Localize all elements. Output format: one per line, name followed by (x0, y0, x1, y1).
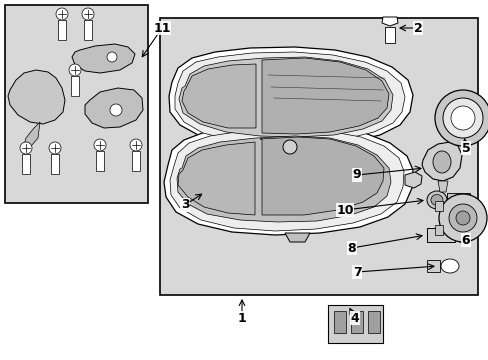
Circle shape (130, 139, 142, 151)
Circle shape (82, 8, 94, 20)
Polygon shape (179, 57, 392, 137)
Ellipse shape (453, 228, 471, 243)
Text: 3: 3 (181, 198, 189, 211)
Polygon shape (434, 225, 442, 235)
Text: 4: 4 (350, 311, 359, 324)
Circle shape (49, 142, 61, 154)
Polygon shape (446, 193, 469, 207)
Polygon shape (8, 70, 65, 124)
Circle shape (448, 204, 476, 232)
Circle shape (434, 90, 488, 146)
Polygon shape (327, 305, 382, 343)
Polygon shape (96, 151, 104, 171)
Circle shape (107, 52, 117, 62)
Polygon shape (178, 142, 254, 215)
Polygon shape (84, 20, 92, 40)
Circle shape (69, 64, 81, 76)
Polygon shape (182, 64, 256, 128)
Ellipse shape (426, 191, 446, 209)
Circle shape (438, 194, 486, 242)
Text: 6: 6 (461, 234, 469, 247)
Polygon shape (170, 129, 403, 231)
Polygon shape (24, 122, 40, 148)
Bar (160, 18, 477, 295)
Bar (333, 311, 346, 333)
Polygon shape (58, 20, 66, 40)
Ellipse shape (432, 151, 450, 173)
Circle shape (442, 98, 482, 138)
Polygon shape (51, 154, 59, 174)
Text: 9: 9 (352, 168, 361, 181)
Polygon shape (262, 58, 388, 134)
Bar (5, 5, 148, 203)
Polygon shape (71, 76, 79, 96)
Circle shape (455, 211, 469, 225)
Bar (367, 311, 379, 333)
Circle shape (110, 104, 122, 116)
Polygon shape (404, 172, 421, 188)
Polygon shape (169, 47, 412, 146)
Circle shape (450, 106, 474, 130)
Polygon shape (85, 88, 142, 128)
Polygon shape (381, 17, 397, 26)
Polygon shape (426, 260, 439, 272)
Polygon shape (285, 233, 309, 242)
Polygon shape (72, 44, 135, 73)
Polygon shape (434, 201, 442, 211)
Circle shape (20, 142, 32, 154)
Text: 7: 7 (352, 266, 361, 279)
Polygon shape (260, 137, 383, 215)
Polygon shape (22, 154, 30, 174)
Polygon shape (175, 52, 404, 143)
Polygon shape (132, 151, 140, 171)
Polygon shape (437, 181, 447, 192)
Polygon shape (177, 136, 390, 222)
Text: 2: 2 (413, 22, 422, 35)
Text: 1: 1 (237, 311, 246, 324)
Text: 5: 5 (461, 141, 469, 154)
Polygon shape (426, 228, 454, 242)
Text: 11: 11 (153, 22, 170, 35)
Polygon shape (421, 142, 461, 181)
Text: 8: 8 (347, 242, 356, 255)
Ellipse shape (430, 194, 442, 206)
Circle shape (283, 140, 296, 154)
Circle shape (94, 139, 106, 151)
Polygon shape (384, 27, 394, 43)
Ellipse shape (440, 259, 458, 273)
Polygon shape (163, 125, 412, 235)
Text: 10: 10 (336, 203, 353, 216)
Bar (350, 311, 362, 333)
Circle shape (56, 8, 68, 20)
